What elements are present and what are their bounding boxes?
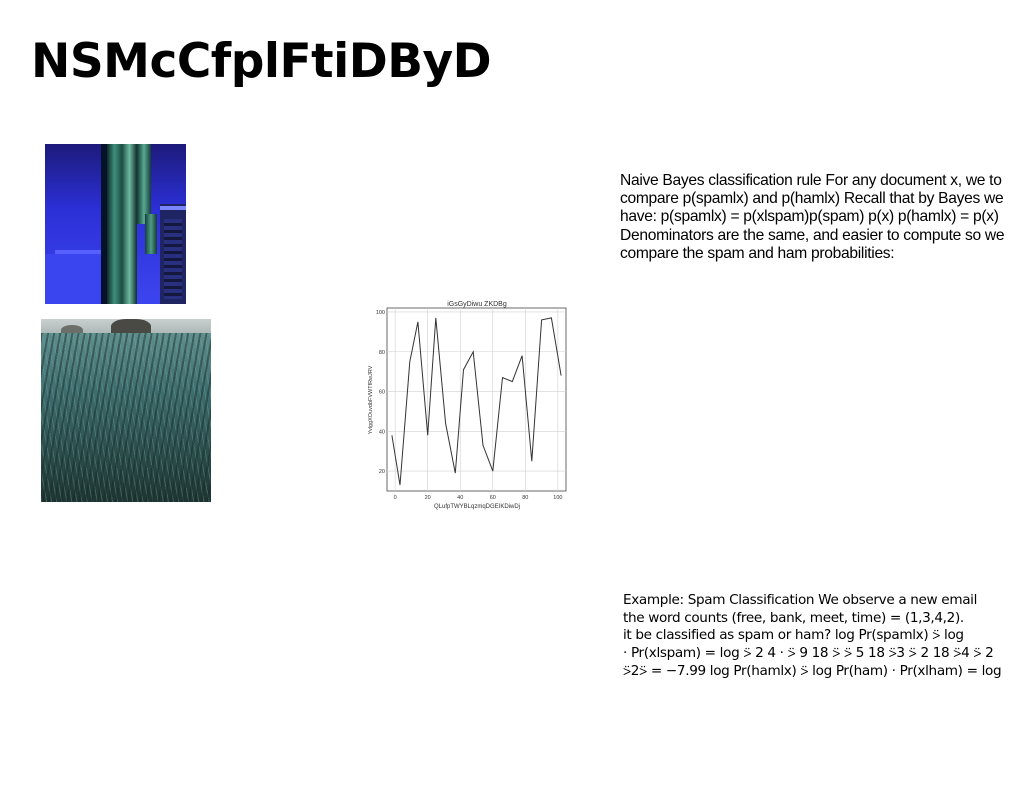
grid-lines <box>387 308 566 491</box>
chart-title: iGsGyDiwu ZKDBg <box>447 301 507 308</box>
spam-example-paragraph: Example: Spam Classification We observe … <box>623 592 1024 681</box>
line-chart: iGsGyDiwu ZKDBg 0 20 40 60 80 100 20 40 60 80 100 … <box>360 296 572 514</box>
x-tick-label: 100 <box>553 495 562 501</box>
naive-bayes-paragraph: Naive Bayes classification rule For any … <box>620 172 1005 262</box>
axis-ticks: 0 20 40 60 80 100 20 40 60 80 100 <box>376 310 563 501</box>
cactus-photo <box>45 144 186 304</box>
x-tick-label: 0 <box>394 495 397 501</box>
example-line: Example: Spam Classification We observe … <box>623 592 978 608</box>
y-tick-label: 80 <box>379 350 385 356</box>
x-axis-label: QLufpTWYBLqzmqDGEIKDiwDj <box>434 504 520 510</box>
example-line: ⍩2⍩ = −7.99 log Pr(hamlx) ⍩ log Pr(ham) … <box>623 662 1002 679</box>
x-tick-label: 40 <box>457 495 463 501</box>
plot-frame <box>386 307 567 492</box>
y-tick-label: 100 <box>376 310 385 316</box>
y-axis-label: YvlggXOuvdbFVWTfRwJRV <box>368 365 374 434</box>
dune-grass-photo <box>41 319 211 502</box>
example-line: · Pr(xlspam) = log ⍩ 2 4 · ⍩ 9 18 ⍩ ⍩ 5 … <box>623 645 994 662</box>
slide-title: NSMcCfplFtiDByD <box>31 34 492 89</box>
x-tick-label: 80 <box>522 495 528 501</box>
example-line: the word counts (free, bank, meet, time)… <box>623 609 964 626</box>
y-tick-label: 20 <box>379 469 385 475</box>
x-tick-label: 60 <box>490 495 496 501</box>
y-tick-label: 40 <box>379 429 385 435</box>
series-line <box>391 317 562 486</box>
x-tick-label: 20 <box>425 495 431 501</box>
y-tick-label: 60 <box>379 390 385 396</box>
example-line: it be classified as spam or ham? log Pr(… <box>623 627 964 644</box>
